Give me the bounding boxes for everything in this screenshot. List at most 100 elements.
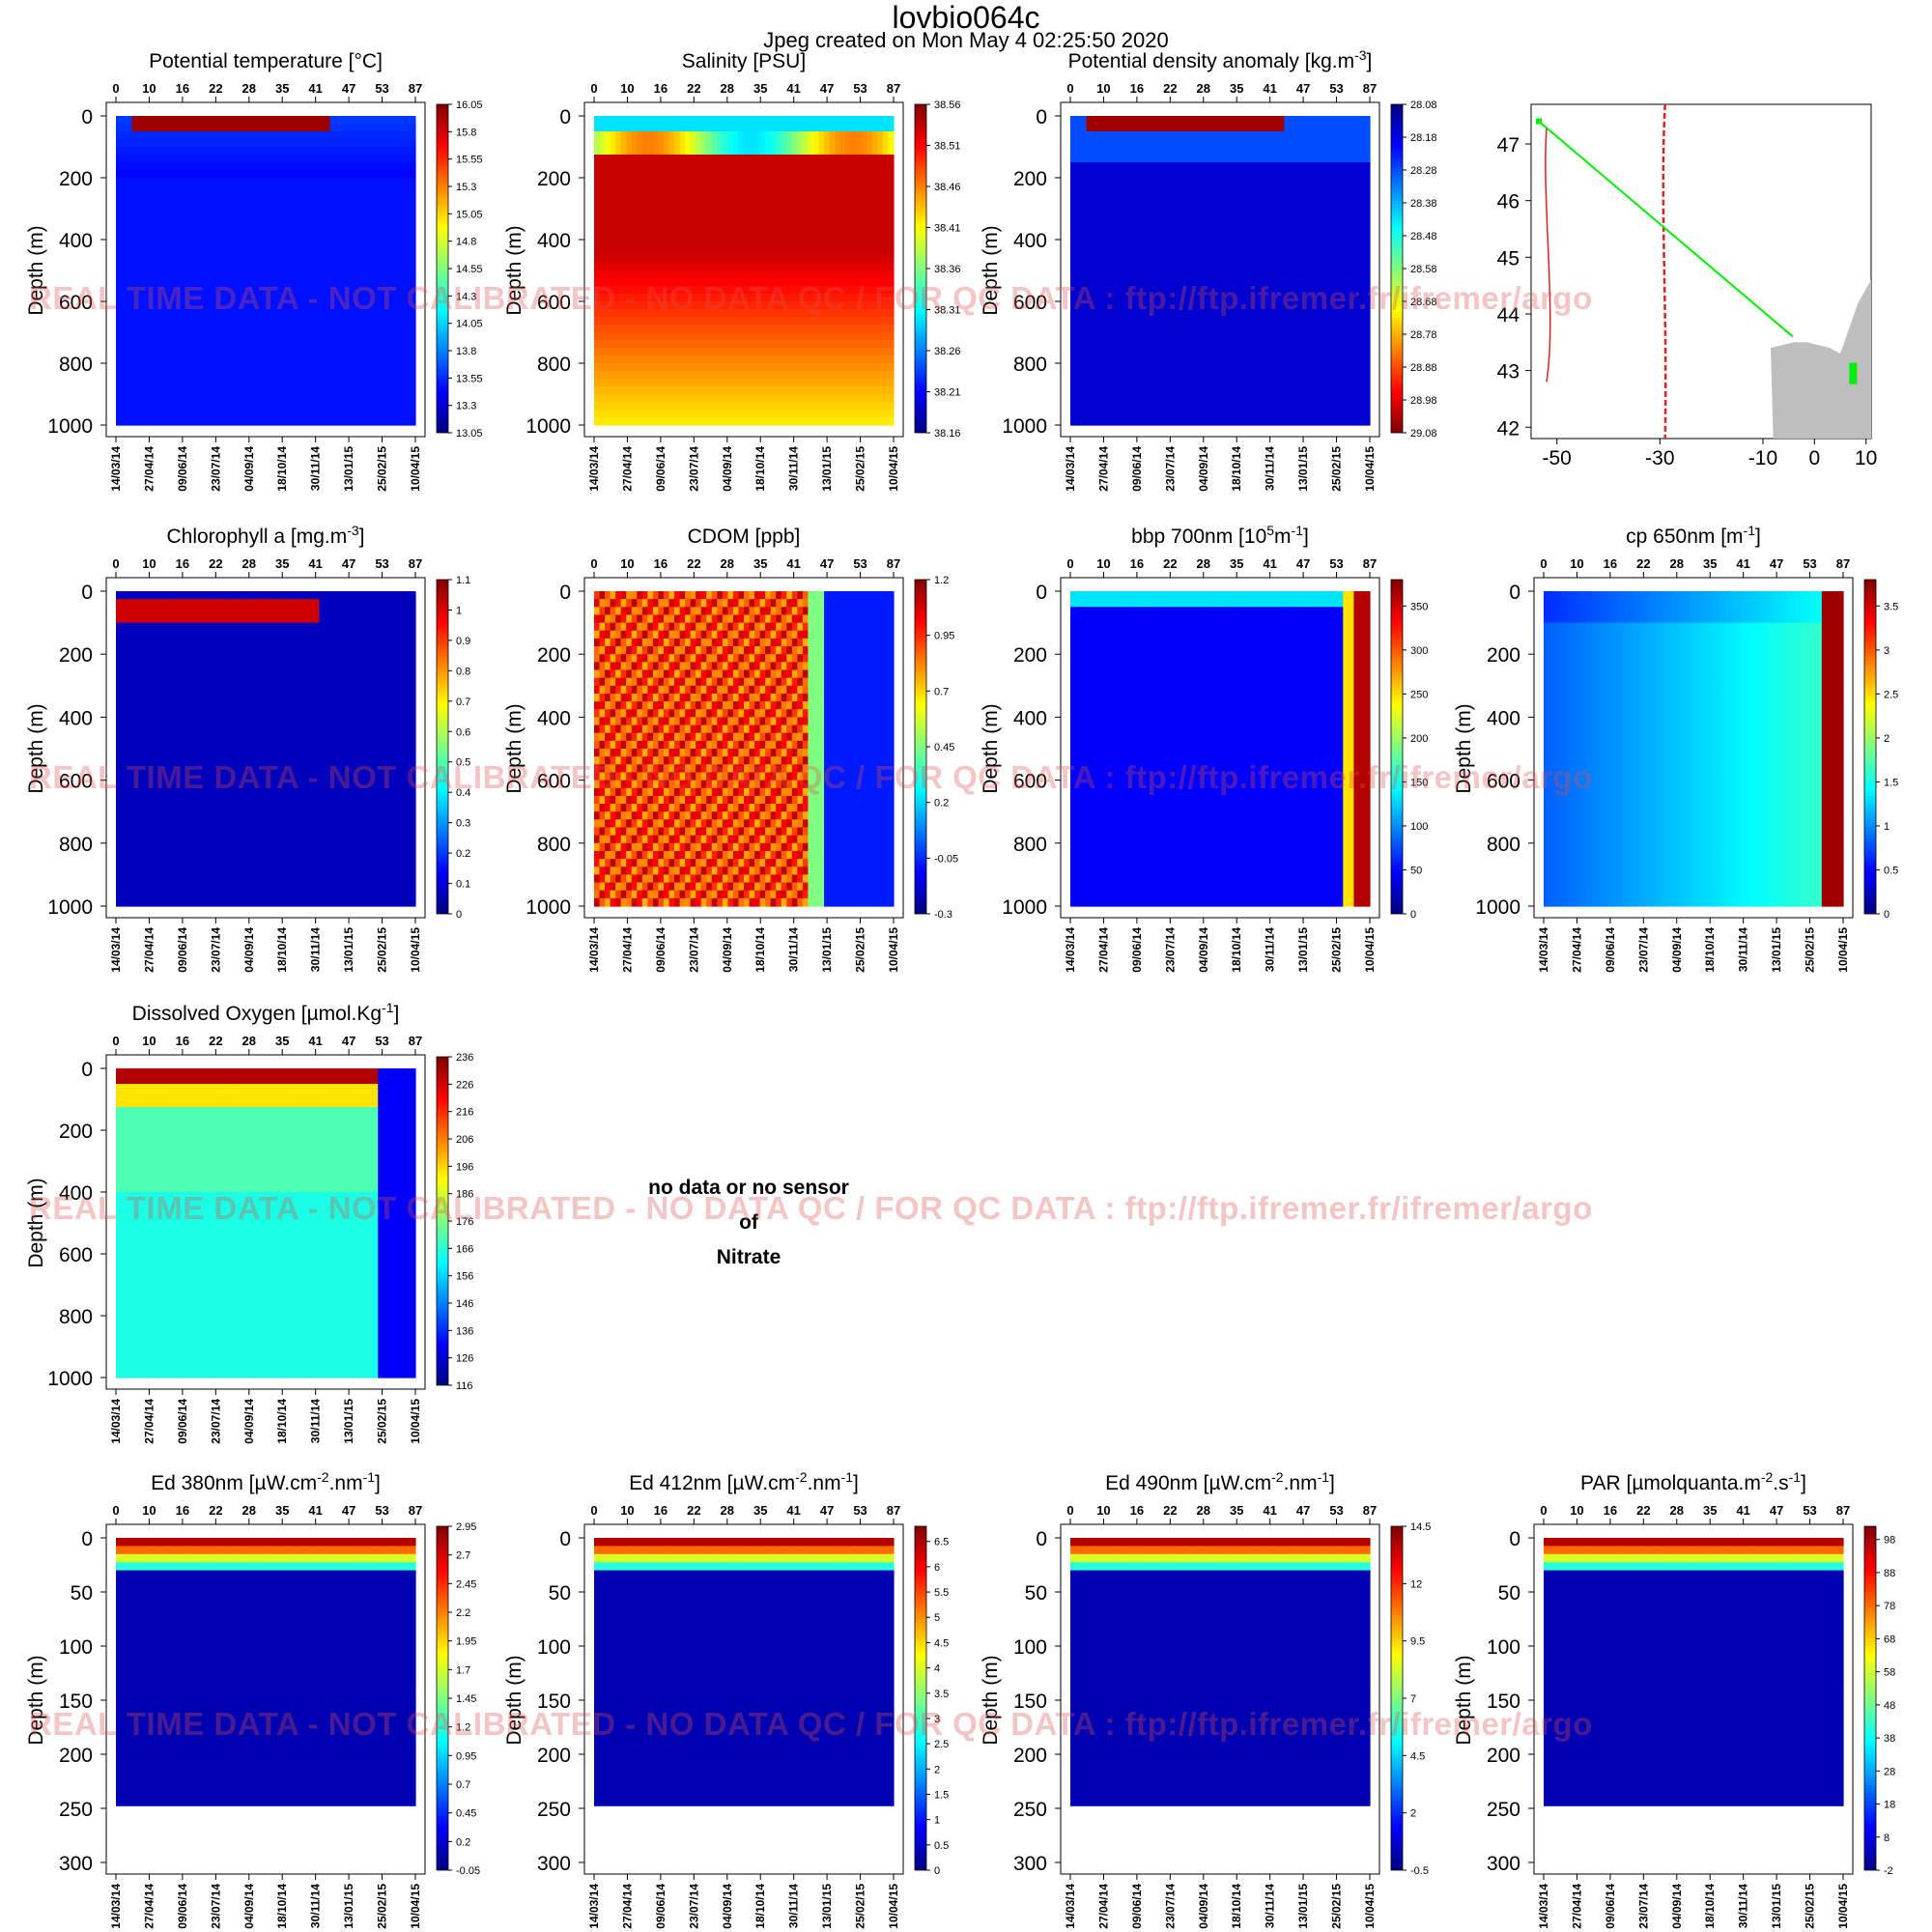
field-0-cell (293, 201, 298, 210)
field-0-cell (239, 417, 244, 426)
field-0-cell (287, 402, 293, 411)
field-0-cell (127, 131, 132, 140)
field-0-cell (116, 116, 122, 125)
field-0-cell (276, 147, 282, 156)
field-0-cell (154, 247, 159, 256)
field-0-cell (127, 325, 132, 333)
field-0-cell (271, 332, 277, 341)
field-0-cell (148, 247, 154, 256)
field-0-cell (260, 402, 266, 411)
field-0-cell (244, 355, 250, 364)
field-0-cell (217, 348, 223, 356)
field-0-cell (234, 386, 240, 395)
field-0-cell (143, 309, 149, 318)
field-0-cell (260, 170, 266, 179)
field-0-cell (143, 232, 149, 241)
field-0-cell (249, 155, 255, 163)
field-0-cell (137, 147, 143, 156)
field-0-cell (255, 325, 261, 333)
field-0-cell (143, 355, 149, 364)
field-0-cell (180, 185, 185, 194)
field-0-cell (122, 340, 128, 349)
field-0-cell (266, 386, 271, 395)
field-0-cell (282, 124, 288, 132)
field-0-cell (207, 402, 213, 411)
field-0-cell (260, 394, 266, 403)
field-0-cell (217, 170, 223, 179)
field-0-cell (213, 232, 218, 241)
field-0-cell (196, 263, 202, 271)
field-0-cell (293, 379, 298, 387)
field-0-cell (158, 116, 164, 125)
field-0-cell (116, 216, 122, 225)
field-0-cell (122, 178, 128, 186)
field-0-cell (298, 131, 303, 140)
field-0-cell (196, 139, 202, 148)
field-0-cell (249, 355, 255, 364)
field-0-cell (266, 224, 271, 233)
field-0-cell (303, 116, 309, 125)
field-0-cell (196, 402, 202, 411)
field-0-cell (266, 209, 271, 217)
field-0-cell (164, 193, 170, 202)
field-0-cell (175, 309, 181, 318)
field-0-cell (276, 131, 282, 140)
field-0-cell (185, 417, 191, 426)
field-0-cell (239, 386, 244, 395)
field-0-cell (244, 340, 250, 349)
field-0-cell (228, 240, 234, 248)
field-0-cell (271, 201, 277, 210)
field-0-cell (271, 209, 277, 217)
field-0-cell (169, 309, 175, 318)
field-0-cell (127, 379, 132, 387)
field-0-cell (132, 139, 138, 148)
field-0-cell (293, 417, 298, 426)
field-0-cell (158, 240, 164, 248)
field-0-cell (202, 309, 208, 318)
field-0-cell (287, 170, 293, 179)
field-0-cell (154, 131, 159, 140)
field-0-cell (191, 116, 197, 125)
field-0-cell (239, 209, 244, 217)
field-0-cell (122, 301, 128, 310)
field-0-cell (137, 240, 143, 248)
field-0-cell (196, 309, 202, 318)
field-0-cell (217, 301, 223, 310)
field-0-cell (213, 278, 218, 287)
field-0-cell (293, 116, 298, 125)
field-0-cell (175, 363, 181, 372)
field-0-cell (298, 410, 303, 418)
field-0-cell (185, 185, 191, 194)
field-0-cell (217, 240, 223, 248)
field-0-cell (249, 232, 255, 241)
field-0-cell (249, 340, 255, 349)
field-0-cell (116, 201, 122, 210)
field-0-cell (293, 348, 298, 356)
field-0-cell (202, 139, 208, 148)
field-0-cell (148, 410, 154, 418)
field-0-cell (164, 232, 170, 241)
field-0-cell (228, 371, 234, 380)
field-0-cell (180, 379, 185, 387)
field-0-cell (202, 363, 208, 372)
field-0-cell (180, 209, 185, 217)
field-0-cell (196, 255, 202, 264)
field-0-cell (303, 255, 309, 264)
field-0-cell (293, 278, 298, 287)
field-0-cell (185, 410, 191, 418)
field-0-cell (228, 209, 234, 217)
field-0-cell (116, 325, 122, 333)
field-0-cell (169, 263, 175, 271)
field-0-cell (223, 402, 229, 411)
field-0-cell (122, 185, 128, 194)
field-0-cell (234, 263, 240, 271)
field-0-cell (298, 402, 303, 411)
field-0-cell (180, 301, 185, 310)
field-0-cell (260, 216, 266, 225)
field-0-cell (234, 325, 240, 333)
field-0-cell (287, 286, 293, 295)
field-0-cell (303, 124, 309, 132)
field-0-cell (282, 340, 288, 349)
field-0-cell (228, 402, 234, 411)
field-0-cell (196, 201, 202, 210)
